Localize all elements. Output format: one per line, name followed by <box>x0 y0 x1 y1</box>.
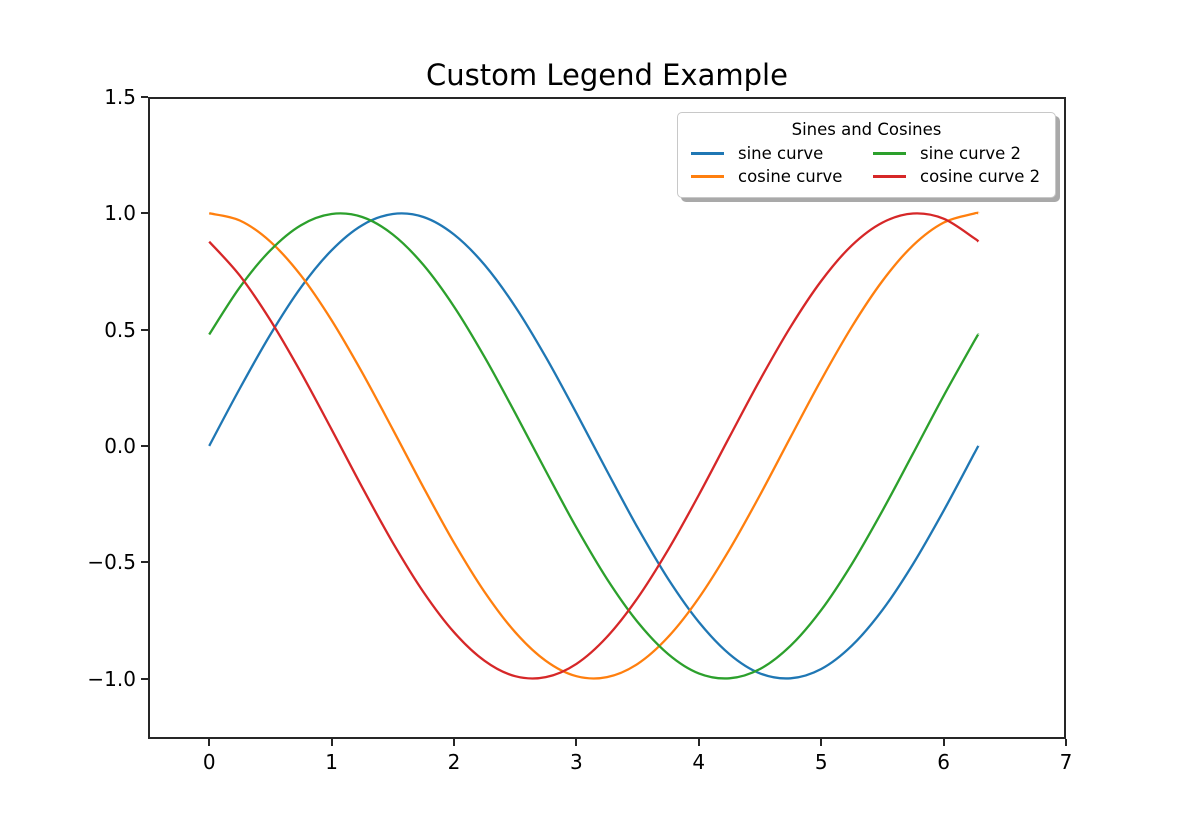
x-tick-label: 7 <box>1059 750 1073 774</box>
x-tick-label: 2 <box>447 750 461 774</box>
x-tick-label: 5 <box>814 750 828 774</box>
x-tick-mark <box>208 739 211 746</box>
legend-entry-label: sine curve <box>738 144 824 163</box>
legend-entry-label: cosine curve <box>738 167 843 186</box>
y-tick-mark <box>141 328 148 331</box>
x-tick-label: 0 <box>202 750 216 774</box>
y-tick-label: −0.5 <box>87 550 136 575</box>
x-tick-label: 1 <box>325 750 338 774</box>
x-tick-mark <box>575 739 578 746</box>
x-tick-mark <box>453 739 455 746</box>
y-tick-label: 1.5 <box>104 85 136 109</box>
y-tick-mark <box>141 444 148 447</box>
legend-line-swatch <box>691 152 724 155</box>
curve-cosine-curve-2 <box>208 212 980 680</box>
legend-line-swatch <box>873 152 906 155</box>
x-tick-mark <box>942 739 945 746</box>
y-tick-mark <box>141 212 148 215</box>
x-tick-label: 3 <box>570 750 583 774</box>
plot-area <box>148 97 1066 739</box>
x-tick-mark <box>820 739 823 746</box>
y-tick-mark <box>141 677 148 680</box>
y-tick-mark <box>141 561 148 564</box>
x-tick-label: 6 <box>937 750 950 774</box>
curve-sine-curve-2 <box>208 212 980 680</box>
legend: Sines and Cosines sine curve cosine curve… <box>677 112 1056 198</box>
curve-cosine-curve <box>208 211 980 680</box>
legend-entry-label: sine curve 2 <box>920 144 1022 163</box>
x-tick-mark <box>330 739 333 746</box>
legend-column: sine curve cosine curve <box>691 142 873 188</box>
legend-entry: cosine curve 2 <box>873 165 1055 188</box>
legend-column: sine curve 2 cosine curve 2 <box>873 142 1055 188</box>
legend-entry: sine curve <box>691 142 873 165</box>
y-tick-label: 0.5 <box>104 317 136 342</box>
curve-sine-curve <box>208 212 980 680</box>
x-tick-mark <box>1065 739 1067 746</box>
legend-entry: cosine curve <box>691 165 873 188</box>
legend-line-swatch <box>691 175 724 178</box>
y-tick-label: 1.0 <box>104 201 136 226</box>
y-tick-label: −1.0 <box>87 666 136 691</box>
y-tick-mark <box>141 96 148 98</box>
legend-entry-label: cosine curve 2 <box>920 167 1041 186</box>
chart-title: Custom Legend Example <box>426 58 788 92</box>
legend-entries: sine curve cosine curve sine curve 2 cosine… <box>678 142 1055 188</box>
legend-entry: sine curve 2 <box>873 142 1055 165</box>
x-tick-label: 4 <box>692 750 706 774</box>
curves-svg <box>208 211 980 680</box>
legend-line-swatch <box>873 175 906 178</box>
y-tick-label: 0.0 <box>104 433 136 458</box>
x-tick-mark <box>697 739 700 746</box>
legend-title: Sines and Cosines <box>791 120 942 139</box>
